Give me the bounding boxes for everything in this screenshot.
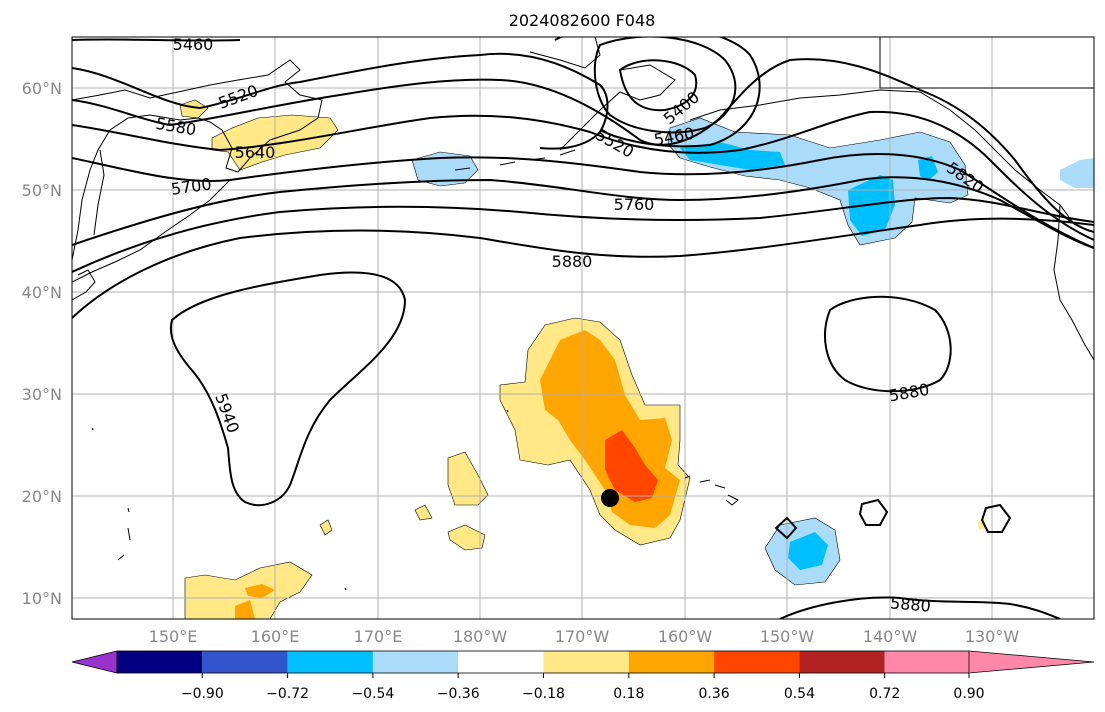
contour-label: 5520 xyxy=(216,81,261,113)
colorbar-tick-label: −0.90 xyxy=(181,686,224,702)
contour-5640 xyxy=(72,110,1094,241)
contour-5820 xyxy=(72,196,1094,273)
shade-orange-marshall-2 xyxy=(235,600,255,619)
colorbar-segment xyxy=(117,651,203,673)
shade-orange-marshall-1 xyxy=(245,584,275,598)
colorbar-tick-label: 0.90 xyxy=(953,686,984,702)
shade-yellow-small-2 xyxy=(414,504,433,521)
lon-label: 130°W xyxy=(965,627,1020,646)
colorbar-segment xyxy=(543,651,629,673)
lat-label: 50°N xyxy=(22,181,62,200)
contour-label: 5880 xyxy=(887,380,930,406)
shade-yellow-okhotsk xyxy=(179,99,209,119)
contour-label: 5760 xyxy=(614,195,655,214)
colorbar-tick-labels: −0.90 −0.72 −0.54 −0.36 −0.18 0.18 0.36 … xyxy=(181,686,985,702)
contour-label: 5520 xyxy=(592,125,637,162)
contour-5880-north xyxy=(72,217,1094,319)
contour-5700 xyxy=(72,153,1094,249)
lat-label: 10°N xyxy=(22,589,62,608)
colorbar-tick-label: −0.72 xyxy=(266,686,309,702)
coast-asia xyxy=(72,59,323,261)
shade-ltblue-north-pacific xyxy=(667,117,969,246)
colorbar-segment xyxy=(884,651,970,673)
contour-5880-east-high xyxy=(824,295,952,393)
colorbar: −0.90 −0.72 −0.54 −0.36 −0.18 0.18 0.36 … xyxy=(71,650,1095,702)
contour-5400-low xyxy=(618,59,698,112)
shade-blue-north-pacific-3 xyxy=(918,156,938,181)
shade-blue-north-pacific-1 xyxy=(680,142,785,170)
map-area: 5460 5520 5580 5640 5700 5760 5880 5940 … xyxy=(72,35,1094,619)
contour-hex-1 xyxy=(858,498,889,526)
contour-5940 xyxy=(170,271,407,507)
colorbar-segment xyxy=(287,651,373,673)
lon-label: 170°E xyxy=(354,627,403,646)
colorbar-tick-label: −0.18 xyxy=(522,686,565,702)
colorbar-extend-low xyxy=(71,650,118,674)
contour-5460-low xyxy=(593,37,737,134)
shade-ltblue-west-coast xyxy=(1060,158,1094,188)
colorbar-segment xyxy=(202,651,288,673)
colorbar-segment xyxy=(714,651,800,673)
map-frame xyxy=(71,36,1095,620)
contour-label: 5880 xyxy=(552,252,593,271)
contour-5880-south xyxy=(779,596,1061,619)
colorbar-ticks xyxy=(201,673,970,678)
colorbar-tick-label: 0.18 xyxy=(613,686,644,702)
coast-japan xyxy=(72,269,96,301)
lat-label: 40°N xyxy=(22,283,62,302)
lat-label: 60°N xyxy=(22,79,62,98)
colorbar-tick-label: 0.72 xyxy=(869,686,900,702)
coast-north-america xyxy=(1053,204,1094,361)
height-contours xyxy=(72,37,1094,619)
contour-label: 5640 xyxy=(235,143,276,162)
shade-red-central-pacific xyxy=(605,430,658,502)
latitude-labels: 60°N 50°N 40°N 30°N 20°N 10°N xyxy=(22,79,62,608)
colorbar-tick-label: −0.36 xyxy=(437,686,480,702)
colorbar-segment xyxy=(372,651,459,673)
lon-label: 170°W xyxy=(555,627,610,646)
storm-center-marker xyxy=(601,489,619,507)
lon-label: 150°E xyxy=(149,627,198,646)
colorbar-tick-label: −0.54 xyxy=(351,686,394,702)
colorbar-extend-high xyxy=(968,650,1095,674)
coast-hawaii xyxy=(684,475,739,506)
coast-small-islands xyxy=(91,409,509,591)
contour-5760 xyxy=(72,176,1094,249)
lon-label: 160°W xyxy=(658,627,713,646)
coast-canada-border xyxy=(879,37,1094,89)
contour-5520-west xyxy=(72,52,609,150)
figure-title: 2024082600 F048 xyxy=(509,11,656,30)
shade-yellow-hawaii-west xyxy=(447,451,489,506)
contour-5460-west xyxy=(72,38,241,42)
colorbar-segment xyxy=(799,651,885,673)
colorbar-tick-label: 0.36 xyxy=(699,686,730,702)
shade-blue-tropical xyxy=(788,532,828,570)
lat-label: 20°N xyxy=(22,487,62,506)
contour-label: 5580 xyxy=(154,114,197,140)
contour-5520-low xyxy=(554,37,761,148)
contour-label: 5460 xyxy=(173,35,214,54)
colorbar-segment xyxy=(458,651,544,673)
lon-label: 150°W xyxy=(760,627,815,646)
shade-yellow-small-1 xyxy=(447,524,486,551)
colorbar-tick-label: 0.54 xyxy=(784,686,815,702)
contour-label: 5880 xyxy=(889,593,931,615)
lon-label: 180°W xyxy=(453,627,508,646)
contour-hex-2 xyxy=(980,503,1012,533)
shade-yellow-small-3 xyxy=(319,519,333,536)
lat-label: 30°N xyxy=(22,385,62,404)
longitude-labels: 150°E 160°E 170°E 180°W 170°W 160°W 150°… xyxy=(149,627,1020,646)
coastlines xyxy=(72,37,1094,591)
lon-label: 140°W xyxy=(863,627,918,646)
contour-box-tropical xyxy=(774,516,798,540)
lon-label: 160°E xyxy=(251,627,300,646)
shade-yellow-small-4 xyxy=(978,518,986,530)
colorbar-segment xyxy=(628,651,715,673)
coast-aleutians xyxy=(454,149,576,171)
